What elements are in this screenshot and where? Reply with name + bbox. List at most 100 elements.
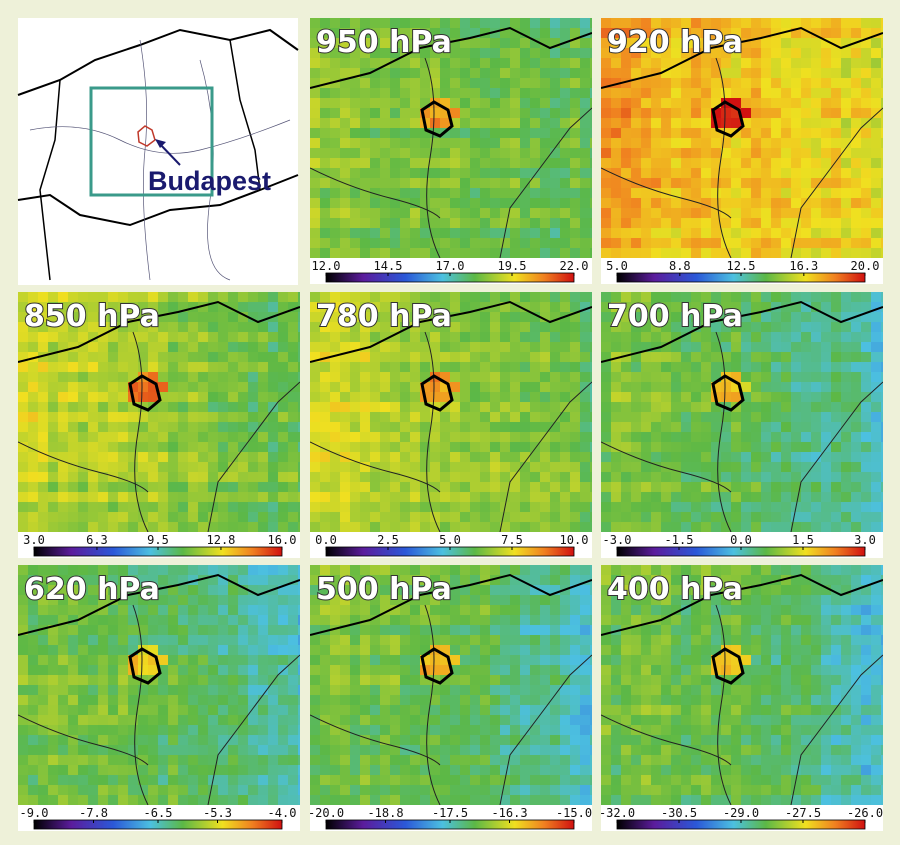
cell: [480, 28, 490, 38]
cell: [851, 208, 861, 218]
cell: [278, 635, 288, 645]
cell: [320, 452, 330, 462]
cell: [701, 352, 711, 362]
cell: [821, 472, 831, 482]
cell: [208, 735, 218, 745]
cell: [28, 705, 38, 715]
cell: [681, 442, 691, 452]
cell: [590, 148, 592, 158]
cell: [731, 512, 741, 522]
cell: [661, 248, 671, 258]
cell: [470, 785, 480, 795]
cell: [450, 422, 460, 432]
cell: [188, 695, 198, 705]
cell: [148, 332, 158, 342]
cell: [400, 238, 410, 248]
cell: [390, 292, 400, 302]
cell: [611, 58, 621, 68]
cell: [118, 605, 128, 615]
cell: [811, 148, 821, 158]
cell: [228, 342, 238, 352]
cell: [631, 352, 641, 362]
cell: [771, 442, 781, 452]
cell: [248, 412, 258, 422]
cell: [350, 58, 360, 68]
cell: [540, 482, 550, 492]
cell: [480, 228, 490, 238]
cell: [238, 512, 248, 522]
cell: [268, 635, 278, 645]
cell: [450, 522, 460, 532]
cell: [871, 58, 881, 68]
cell: [58, 322, 68, 332]
cell: [390, 148, 400, 158]
cell: [390, 88, 400, 98]
cell: [440, 512, 450, 522]
cell: [68, 595, 78, 605]
cell: [370, 292, 380, 302]
cell: [741, 28, 751, 38]
cell: [98, 635, 108, 645]
colorbar-tick-label: 9.5: [147, 533, 169, 547]
cell: [118, 392, 128, 402]
cell: [611, 208, 621, 218]
cell: [580, 138, 590, 148]
cell: [510, 785, 520, 795]
cell: [320, 795, 330, 805]
cell: [18, 512, 28, 522]
cell: [791, 332, 801, 342]
cell: [228, 292, 238, 302]
cell: [701, 382, 711, 392]
cell: [580, 755, 590, 765]
cell: [258, 575, 268, 585]
cell: [831, 218, 841, 228]
cell: [550, 248, 560, 258]
cell: [681, 462, 691, 472]
cell: [18, 625, 28, 635]
cell: [320, 118, 330, 128]
cell: [198, 595, 208, 605]
cell: [570, 705, 580, 715]
cell: [550, 442, 560, 452]
cell: [500, 492, 510, 502]
cell: [570, 88, 580, 98]
cell: [310, 78, 320, 88]
cell: [771, 28, 781, 38]
cell: [400, 412, 410, 422]
cell: [590, 138, 592, 148]
cell: [138, 605, 148, 615]
cell: [138, 585, 148, 595]
cell: [370, 312, 380, 322]
cell: [268, 472, 278, 482]
cell: [118, 382, 128, 392]
cell: [28, 655, 38, 665]
cell: [500, 78, 510, 88]
cell: [621, 402, 631, 412]
cell: [218, 422, 228, 432]
cell: [711, 248, 721, 258]
cell: [701, 188, 711, 198]
cell: [248, 402, 258, 412]
cell: [48, 512, 58, 522]
cell: [400, 372, 410, 382]
cell: [480, 785, 490, 795]
cell: [821, 68, 831, 78]
cell: [590, 442, 592, 452]
cell: [68, 472, 78, 482]
cell: [340, 522, 350, 532]
cell: [851, 218, 861, 228]
cell: [470, 705, 480, 715]
cell: [18, 292, 28, 302]
cell: [440, 322, 450, 332]
cell: [340, 138, 350, 148]
cell: [570, 58, 580, 68]
cell: [48, 675, 58, 685]
cell: [661, 292, 671, 302]
cell: [440, 218, 450, 228]
cell: [751, 502, 761, 512]
cell: [641, 342, 651, 352]
cell: [450, 178, 460, 188]
cell: [390, 492, 400, 502]
cell: [691, 128, 701, 138]
cell: [430, 665, 440, 675]
